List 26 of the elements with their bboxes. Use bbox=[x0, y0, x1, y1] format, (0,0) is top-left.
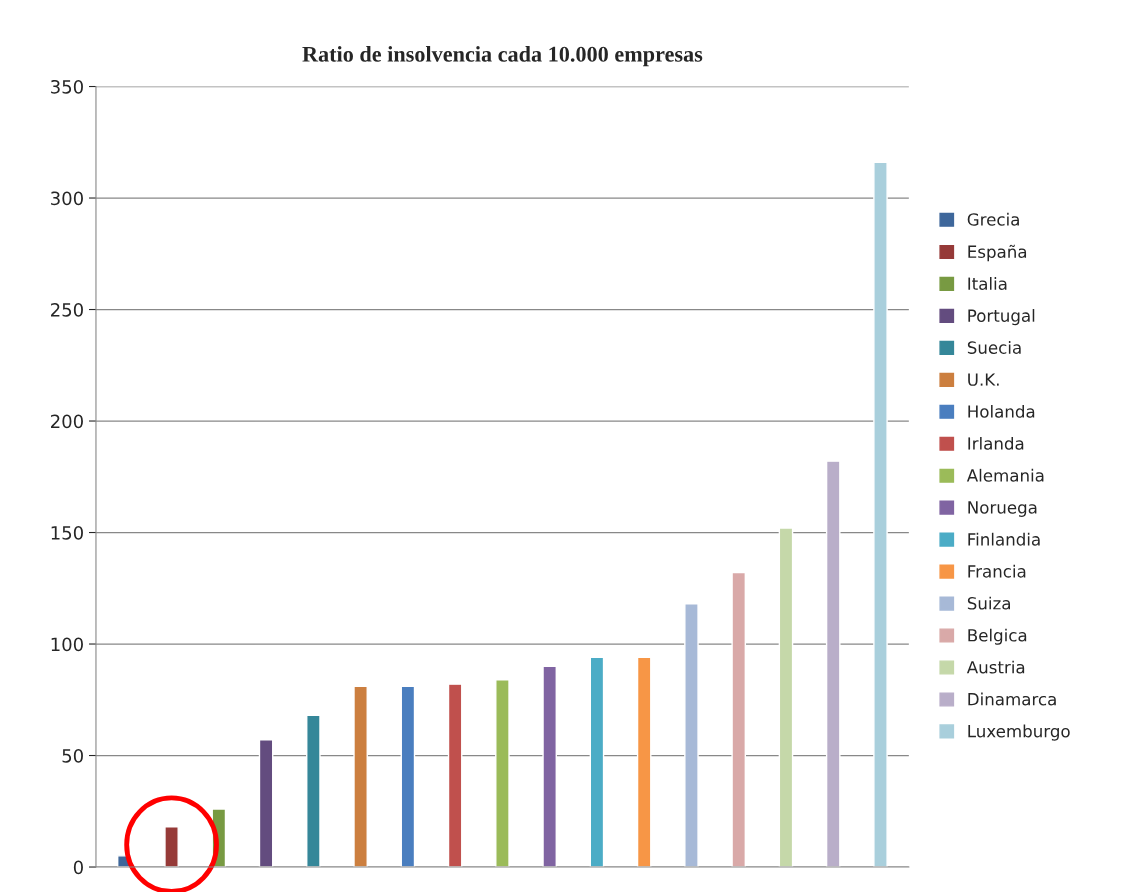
legend-label: Portugal bbox=[968, 309, 1035, 326]
y-tick-label: 50 bbox=[62, 748, 83, 763]
y-tick-label: 350 bbox=[51, 79, 83, 94]
legend-label: Grecia bbox=[967, 212, 1019, 226]
legend-label: Alemania bbox=[966, 468, 1044, 482]
legend-label: Luxemburgo bbox=[968, 724, 1070, 741]
legend-label: Suiza bbox=[967, 596, 1010, 610]
y-tick-label: 200 bbox=[51, 414, 83, 429]
y-tick-label: 150 bbox=[51, 525, 83, 540]
legend-label: Suecia bbox=[967, 341, 1021, 354]
legend-label: Italia bbox=[968, 277, 1007, 290]
y-tick-label: 250 bbox=[51, 302, 83, 317]
legend-label: Noruega bbox=[968, 501, 1037, 517]
legend-label: Holanda bbox=[968, 404, 1035, 418]
legend-label: Francia bbox=[968, 564, 1026, 578]
legend-label: España bbox=[968, 244, 1027, 262]
y-tick-label: 300 bbox=[51, 191, 83, 206]
legend-label: Austria bbox=[966, 660, 1025, 674]
y-tick-label: 100 bbox=[51, 637, 83, 652]
legend-label: Belgica bbox=[968, 628, 1027, 645]
legend-label: Dinamarca bbox=[968, 692, 1056, 706]
legend-label: Finlandia bbox=[968, 532, 1040, 546]
y-tick-label: 0 bbox=[73, 860, 83, 875]
chart-title: Ratio de insolvencia cada 10.000 empresas bbox=[302, 46, 703, 67]
legend-label: Irlanda bbox=[968, 436, 1024, 450]
legend-label: U.K. bbox=[968, 373, 999, 386]
